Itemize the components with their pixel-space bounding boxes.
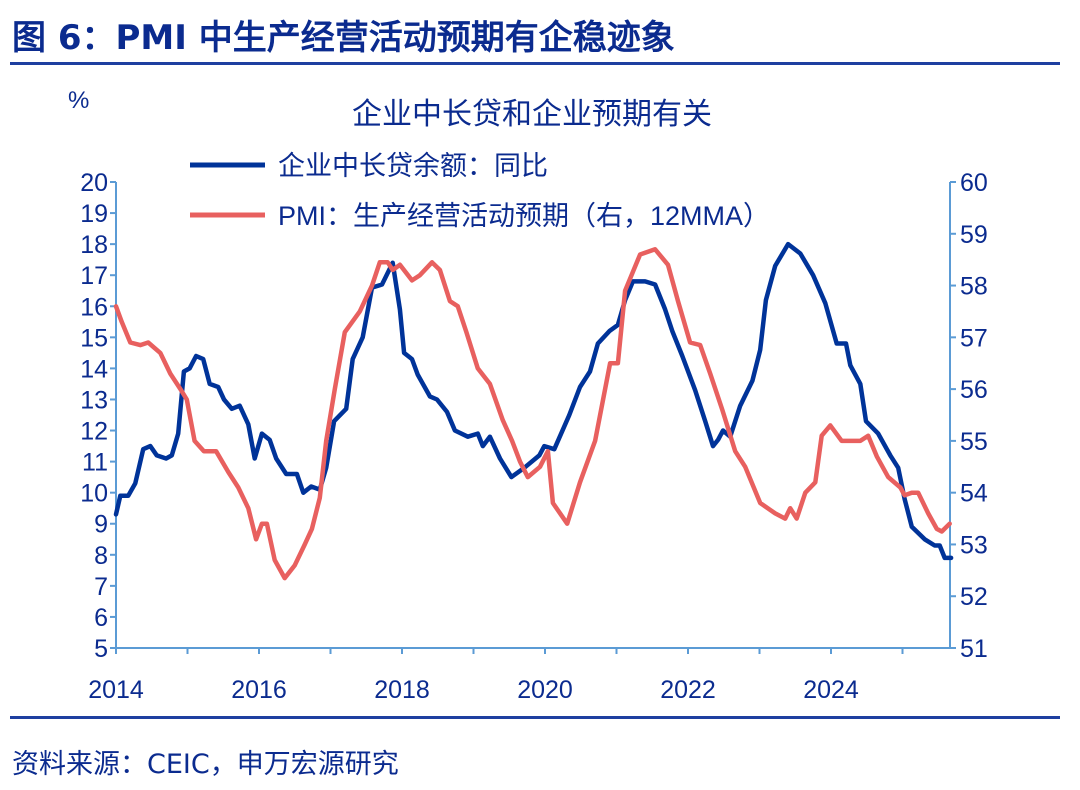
y2-tick-label: 51 — [960, 635, 988, 663]
y-tick-label: 15 — [80, 324, 108, 352]
y-tick-label: 14 — [80, 355, 108, 383]
y2-tick-label: 52 — [960, 583, 988, 611]
y-tick-label: 19 — [80, 200, 108, 228]
x-tick-label: 2018 — [374, 676, 430, 704]
y-tick-label: 20 — [80, 169, 108, 197]
legend-label-loan: 企业中长贷余额：同比 — [278, 151, 548, 181]
y-tick-label: 17 — [80, 262, 108, 290]
y2-tick-label: 59 — [960, 221, 988, 249]
series-line-loan-growth — [113, 241, 954, 561]
y-tick-label: 7 — [94, 573, 108, 601]
y2-tick-label: 54 — [960, 480, 988, 508]
y-tick-label: 12 — [80, 418, 108, 446]
y-tick-label: 16 — [80, 293, 108, 321]
title-divider — [10, 62, 1060, 65]
y2-tick-label: 53 — [960, 531, 988, 559]
legend-label-pmi: PMI：生产经营活动预期（右，12MMA） — [278, 201, 770, 231]
y-tick-label: 18 — [80, 231, 108, 259]
y-tick-label: 6 — [94, 604, 108, 632]
y2-tick-label: 57 — [960, 324, 988, 352]
x-tick-label: 2024 — [803, 676, 859, 704]
y2-tick-label: 55 — [960, 428, 988, 456]
chart-title: 企业中长贷和企业预期有关 — [352, 98, 712, 131]
y-tick-label: 11 — [82, 449, 108, 477]
source-divider — [10, 716, 1060, 719]
y-tick-label: 13 — [80, 386, 108, 414]
y-tick-label: 5 — [94, 635, 108, 663]
y-tick-label: 10 — [80, 480, 108, 508]
source-note: 资料来源：CEIC，申万宏源研究 — [12, 749, 399, 780]
y-tick-label: 8 — [94, 542, 108, 570]
y-tick-label: 9 — [94, 511, 108, 539]
x-tick-label: 2016 — [231, 676, 287, 704]
y2-tick-label: 56 — [960, 376, 988, 404]
y-axis-unit: % — [68, 87, 89, 114]
figure-title: 图 6：PMI 中生产经营活动预期有企稳迹象 — [12, 18, 675, 58]
x-tick-label: 2020 — [517, 676, 573, 704]
series-line-pmi-expectation — [113, 247, 952, 581]
x-tick-label: 2022 — [660, 676, 716, 704]
x-tick-label: 2014 — [88, 676, 144, 704]
y2-tick-label: 60 — [960, 169, 988, 197]
y2-tick-label: 58 — [960, 273, 988, 301]
